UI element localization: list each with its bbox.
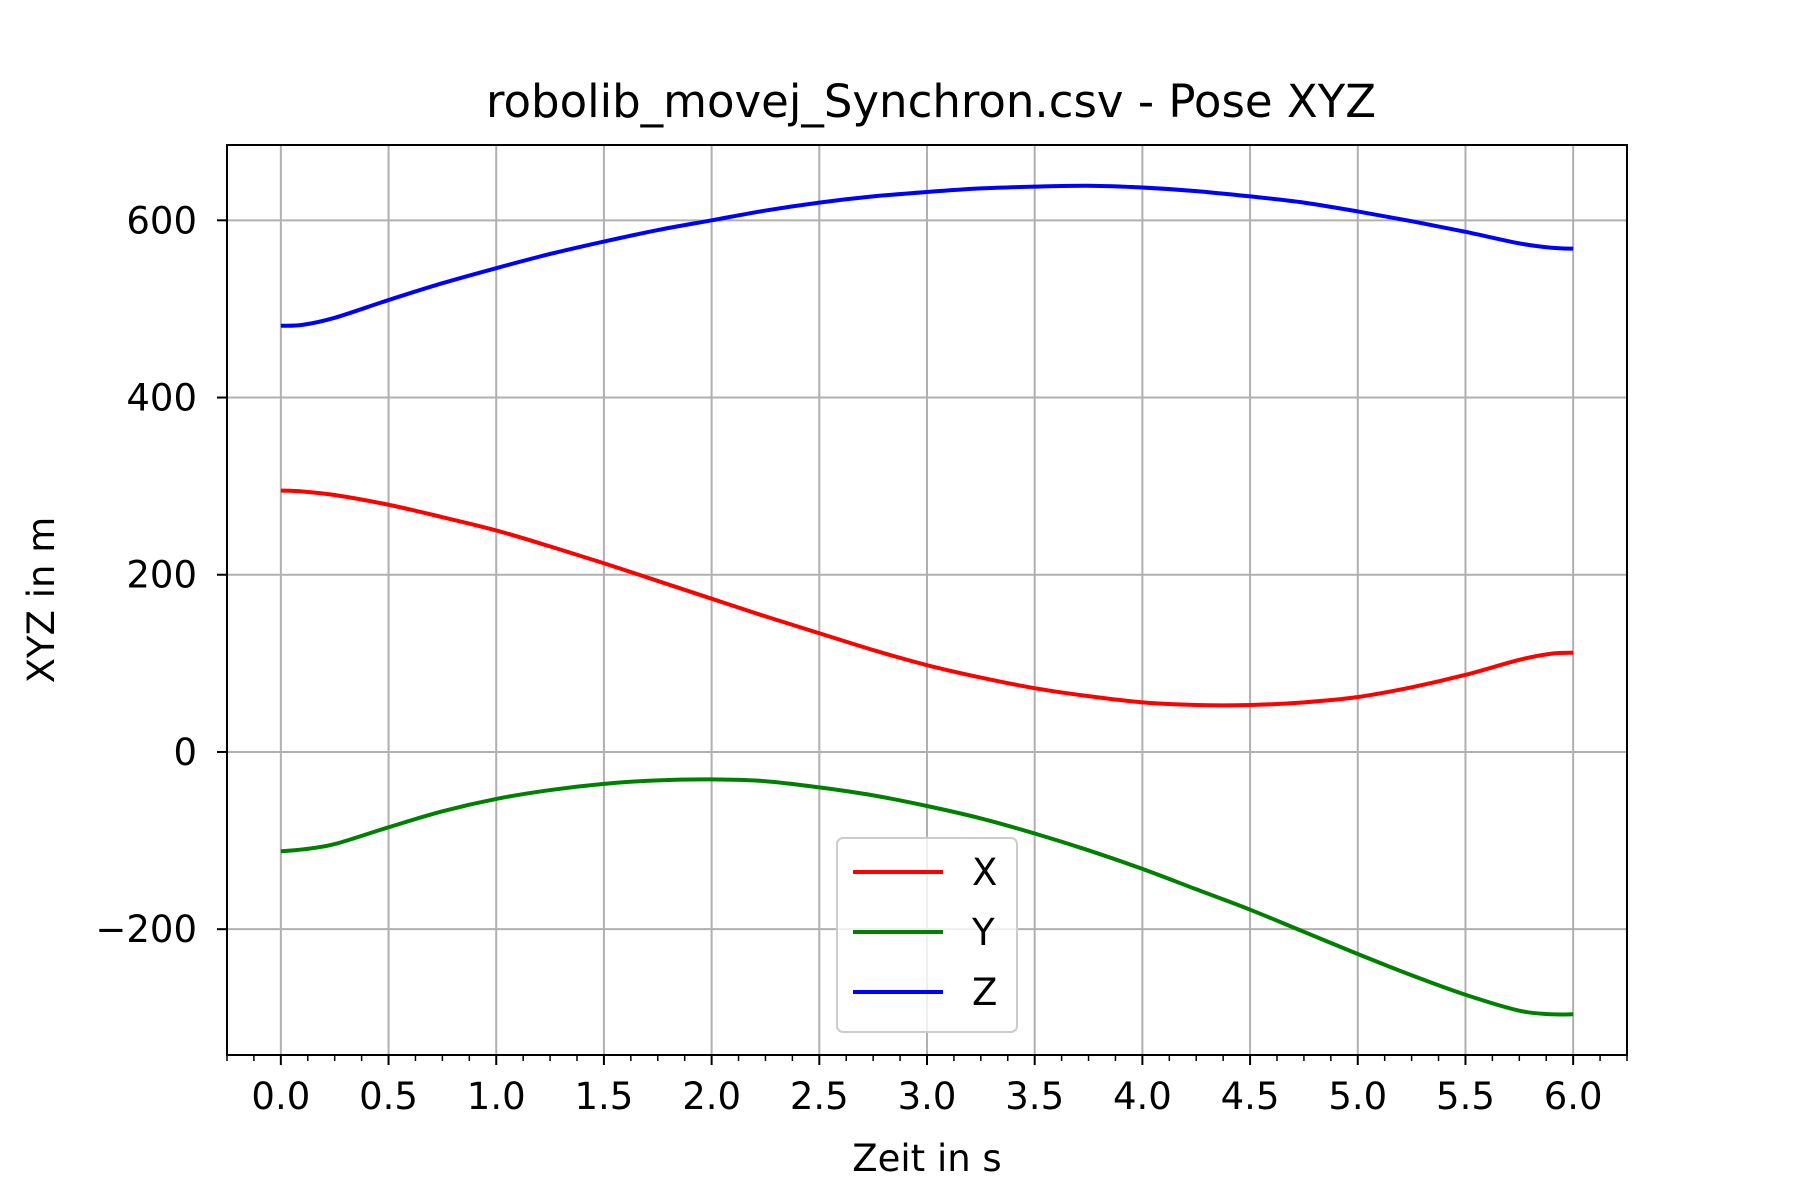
y-axis-label: XYZ in m bbox=[20, 517, 63, 684]
x-tick-label: 4.0 bbox=[1113, 1075, 1172, 1118]
y-axis: −200 0 200 400 600 bbox=[95, 199, 227, 951]
legend-label-z: Z bbox=[972, 971, 997, 1014]
x-tick-label: 0.5 bbox=[359, 1075, 418, 1118]
series-line-x bbox=[280, 488, 1574, 708]
x-tick-label: 3.0 bbox=[898, 1075, 957, 1118]
x-tick-label: 1.0 bbox=[467, 1075, 526, 1118]
x-axis-label: Zeit in s bbox=[852, 1137, 1001, 1180]
legend-label-y: Y bbox=[971, 911, 995, 954]
chart-title: robolib_movej_Synchron.csv - Pose XYZ bbox=[486, 75, 1376, 128]
data-lines bbox=[280, 183, 1574, 1017]
x-tick-label: 0.0 bbox=[251, 1075, 310, 1118]
series-line-z bbox=[280, 183, 1574, 328]
y-tick-label: −200 bbox=[95, 908, 197, 951]
y-tick-label: 400 bbox=[126, 377, 197, 420]
x-axis: 0.0 0.5 1.0 1.5 2.0 2.5 3.0 3.5 4.0 4.5 5.0 5.5 6.0 bbox=[226, 1055, 1628, 1118]
x-tick-label: 5.5 bbox=[1436, 1075, 1495, 1118]
legend-box bbox=[836, 837, 1018, 1033]
y-tick-label: 200 bbox=[126, 554, 197, 597]
series-line-y bbox=[280, 777, 1574, 1017]
legend-label-x: X bbox=[972, 851, 997, 894]
legend: XYZ bbox=[836, 837, 1018, 1033]
x-tick-label: 5.0 bbox=[1328, 1075, 1387, 1118]
x-tick-label: 3.5 bbox=[1005, 1075, 1064, 1118]
x-tick-label: 4.5 bbox=[1221, 1075, 1280, 1118]
x-tick-label: 1.5 bbox=[575, 1075, 634, 1118]
y-tick-label: 0 bbox=[173, 731, 197, 774]
x-tick-label: 2.5 bbox=[790, 1075, 849, 1118]
x-tick-label: 2.0 bbox=[682, 1075, 741, 1118]
x-tick-label: 6.0 bbox=[1544, 1075, 1603, 1118]
y-tick-label: 600 bbox=[126, 199, 197, 242]
